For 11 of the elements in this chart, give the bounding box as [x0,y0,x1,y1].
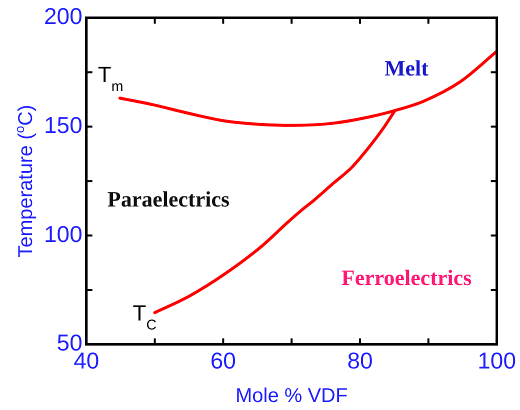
annotation: Paraelectrics [107,186,230,212]
x-tick-label: 60 [210,348,236,374]
y-tick-label: 150 [44,112,82,138]
y-axis-title: Temperature (oC) [12,104,37,258]
x-tick-label: 80 [347,348,373,374]
annotation: Melt [384,56,430,81]
y-tick-label: 200 [44,3,82,30]
annotation: Ferroelectrics [341,264,472,290]
x-axis-title: Mole % VDF [235,385,348,407]
x-tick-label: 100 [478,348,516,374]
y-tick-label: 100 [44,220,82,247]
